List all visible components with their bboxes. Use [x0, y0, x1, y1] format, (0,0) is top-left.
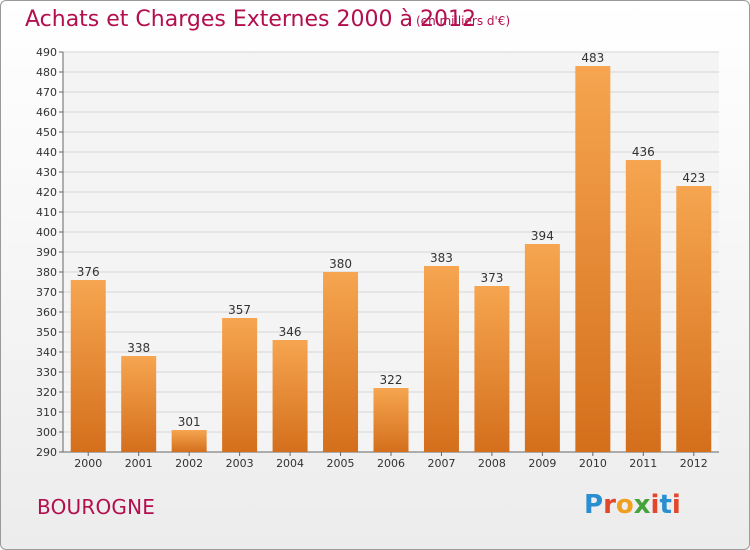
proxiti-logo: Proxiti — [584, 490, 681, 520]
location-name: BOUROGNE — [37, 495, 156, 519]
chart-subtitle: (en milliers d'€) — [416, 14, 511, 28]
y-tick-label: 300 — [36, 426, 57, 439]
bar — [272, 340, 308, 452]
data-label: 383 — [430, 251, 453, 265]
data-label: 346 — [279, 325, 302, 339]
y-tick-label: 290 — [36, 446, 57, 459]
data-label: 322 — [380, 373, 403, 387]
bar — [70, 280, 106, 452]
y-tick-label: 430 — [36, 166, 57, 179]
x-tick-label: 2003 — [226, 457, 254, 470]
logo-letter: i — [650, 490, 660, 520]
y-tick-label: 420 — [36, 186, 57, 199]
chart-title: Achats et Charges Externes 2000 à 2012 — [25, 7, 476, 32]
bar — [121, 356, 157, 452]
bar — [171, 430, 207, 452]
logo-letter: t — [659, 490, 672, 520]
y-tick-label: 350 — [36, 326, 57, 339]
data-label: 373 — [480, 271, 503, 285]
logo-letter: r — [603, 490, 616, 520]
x-tick-label: 2004 — [276, 457, 304, 470]
data-label: 380 — [329, 257, 352, 271]
bar — [474, 286, 510, 452]
bar — [323, 272, 359, 452]
y-tick-label: 340 — [36, 346, 57, 359]
logo-letter: P — [584, 490, 604, 520]
bar — [625, 160, 661, 452]
y-tick-label: 380 — [36, 266, 57, 279]
y-tick-label: 360 — [36, 306, 57, 319]
x-tick-label: 2000 — [74, 457, 102, 470]
x-tick-label: 2012 — [680, 457, 708, 470]
y-tick-label: 470 — [36, 86, 57, 99]
y-tick-label: 310 — [36, 406, 57, 419]
y-tick-label: 390 — [36, 246, 57, 259]
bar — [373, 388, 409, 452]
y-tick-label: 460 — [36, 106, 57, 119]
x-tick-label: 2009 — [528, 457, 556, 470]
x-tick-label: 2002 — [175, 457, 203, 470]
bar — [575, 66, 611, 452]
data-label: 423 — [682, 171, 705, 185]
logo-letter: o — [615, 490, 634, 520]
bar — [524, 244, 560, 452]
x-tick-label: 2006 — [377, 457, 405, 470]
y-tick-label: 490 — [36, 46, 57, 59]
logo-letter: i — [671, 490, 681, 520]
y-tick-label: 480 — [36, 66, 57, 79]
y-tick-label: 440 — [36, 146, 57, 159]
data-label: 376 — [77, 265, 100, 279]
x-tick-label: 2005 — [327, 457, 355, 470]
y-tick-label: 400 — [36, 226, 57, 239]
bar — [676, 186, 712, 452]
bar — [423, 266, 459, 452]
x-tick-label: 2010 — [579, 457, 607, 470]
data-label: 436 — [632, 145, 655, 159]
y-tick-label: 330 — [36, 366, 57, 379]
x-tick-label: 2001 — [125, 457, 153, 470]
x-tick-label: 2008 — [478, 457, 506, 470]
bar — [222, 318, 258, 452]
x-tick-label: 2007 — [427, 457, 455, 470]
y-tick-label: 450 — [36, 126, 57, 139]
data-label: 301 — [178, 415, 201, 429]
data-label: 394 — [531, 229, 554, 243]
data-label: 338 — [127, 341, 150, 355]
x-tick-label: 2011 — [629, 457, 657, 470]
data-label: 357 — [228, 303, 251, 317]
logo-letter: x — [633, 490, 651, 520]
y-tick-label: 320 — [36, 386, 57, 399]
y-tick-label: 410 — [36, 206, 57, 219]
data-label: 483 — [581, 51, 604, 65]
y-tick-label: 370 — [36, 286, 57, 299]
